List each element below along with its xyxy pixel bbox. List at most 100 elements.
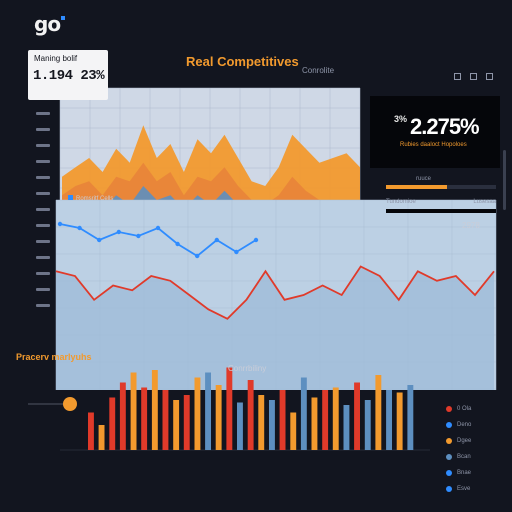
kpi-card: 3% 2.275% Rubies daaloct Hopoloes	[370, 96, 500, 168]
settings-icon[interactable]	[486, 73, 493, 80]
bar-1[interactable]	[98, 425, 105, 450]
legend-item[interactable]: Esve	[446, 486, 471, 492]
legend-label: 0 Ola	[457, 406, 472, 412]
bar-4[interactable]	[130, 372, 137, 451]
progress-widget: ruuce Tundomioe Lusesaa	[386, 176, 496, 213]
bar-27[interactable]	[375, 375, 382, 450]
legend-swatch	[446, 454, 452, 460]
legend-label: Bnae	[457, 470, 472, 476]
bar-26[interactable]	[364, 400, 371, 450]
progress-fill	[386, 185, 447, 189]
legend-label: Dgee	[457, 438, 472, 444]
bar-2[interactable]	[109, 397, 116, 451]
kpi-value: 2.275%	[410, 114, 480, 139]
progress-track-secondary	[386, 209, 496, 213]
stat-label: Maning bolif	[34, 54, 78, 63]
bar-5[interactable]	[141, 387, 148, 451]
bar-10[interactable]	[194, 377, 201, 451]
page-title: Real Competitives	[186, 54, 299, 69]
bar-23[interactable]	[332, 387, 339, 451]
bar-7[interactable]	[162, 390, 169, 450]
bar-29[interactable]	[396, 392, 403, 451]
legend-label: Deno	[457, 422, 472, 428]
bar-12[interactable]	[215, 385, 222, 450]
blue-point-1[interactable]	[77, 225, 82, 231]
bar-6[interactable]	[151, 370, 158, 450]
axis-tick	[36, 192, 50, 195]
stat-value: 1.194 23%	[33, 68, 105, 84]
section-title: Pracerv marlyuhs	[16, 352, 92, 362]
bar-30[interactable]	[407, 385, 414, 450]
blue-point-3[interactable]	[116, 229, 122, 235]
axis-tick	[36, 240, 50, 243]
copy-icon[interactable]	[470, 73, 477, 80]
axis-tick	[36, 256, 50, 259]
progress-bar	[386, 185, 496, 189]
bar-11[interactable]	[205, 372, 211, 451]
axis-tick	[36, 272, 50, 275]
bar-21[interactable]	[311, 397, 318, 451]
red-line-chart	[55, 265, 495, 390]
legend-label: Bcan	[457, 454, 471, 460]
bar-15[interactable]	[247, 380, 254, 450]
blue-point-2[interactable]	[97, 237, 102, 243]
legend-item[interactable]: Bnae	[446, 470, 471, 476]
left-axis-ticks	[36, 96, 50, 307]
blue-point-7[interactable]	[195, 253, 200, 259]
bar-20[interactable]	[300, 377, 307, 451]
logo-text: go	[34, 12, 61, 36]
legend-swatch	[446, 438, 452, 444]
bar-8[interactable]	[173, 400, 180, 450]
bar-28[interactable]	[386, 390, 392, 450]
legend-label: Esve	[457, 486, 471, 492]
blue-point-5[interactable]	[155, 225, 161, 231]
blue-point-0[interactable]	[57, 221, 63, 227]
series-swatch	[68, 195, 73, 200]
bar-9[interactable]	[183, 395, 190, 450]
folder-icon[interactable]	[454, 73, 461, 80]
axis-tick	[36, 128, 50, 131]
bar-19[interactable]	[290, 412, 297, 451]
bar-24[interactable]	[343, 405, 350, 450]
progress-label: ruuce	[416, 176, 432, 182]
bar-22[interactable]	[322, 390, 329, 450]
series-label: Romsritf Cells	[68, 195, 113, 202]
bar-17[interactable]	[269, 400, 275, 450]
score-value: 2978	[462, 221, 480, 230]
legend-item[interactable]: Bcan	[446, 454, 471, 460]
axis-tick	[36, 208, 50, 211]
bar-0[interactable]	[88, 412, 94, 451]
blue-point-9[interactable]	[234, 249, 239, 255]
axis-tick	[36, 304, 50, 307]
axis-tick	[36, 144, 50, 147]
bar-3[interactable]	[119, 382, 126, 451]
legend-item[interactable]: Deno	[446, 422, 471, 428]
app-logo: go	[34, 12, 66, 36]
bar-legend: 0 Ola Deno Dgee Bcan Bnae Esve	[446, 406, 471, 502]
bar-chart-title: Conrrbiliny	[228, 364, 267, 373]
progress-labels: Tundomioe Lusesaa	[386, 199, 496, 205]
legend-item[interactable]: Dgee	[446, 438, 471, 444]
red-line-series	[55, 265, 495, 320]
blue-point-10[interactable]	[253, 237, 259, 243]
window-controls	[454, 73, 493, 80]
blue-line-chart	[57, 221, 259, 259]
bar-16[interactable]	[258, 395, 265, 450]
kpi-subtext: Rubies daaloct Hopoloes	[400, 142, 467, 148]
blue-point-8[interactable]	[214, 237, 219, 243]
legend-item[interactable]: 0 Ola	[446, 406, 471, 412]
blue-point-4[interactable]	[136, 233, 141, 239]
scrollbar[interactable]	[503, 150, 506, 210]
bar-14[interactable]	[237, 402, 243, 451]
bar-25[interactable]	[354, 382, 360, 451]
bar-18[interactable]	[279, 390, 286, 450]
axis-tick	[36, 224, 50, 227]
bar-13[interactable]	[226, 367, 233, 451]
red-line-area	[56, 266, 494, 390]
blue-point-6[interactable]	[175, 241, 180, 247]
axis-tick	[36, 176, 50, 179]
progress-right-label: Lusesaa	[473, 199, 496, 205]
highlight-marker[interactable]	[63, 397, 77, 411]
bar-chart	[60, 367, 430, 451]
